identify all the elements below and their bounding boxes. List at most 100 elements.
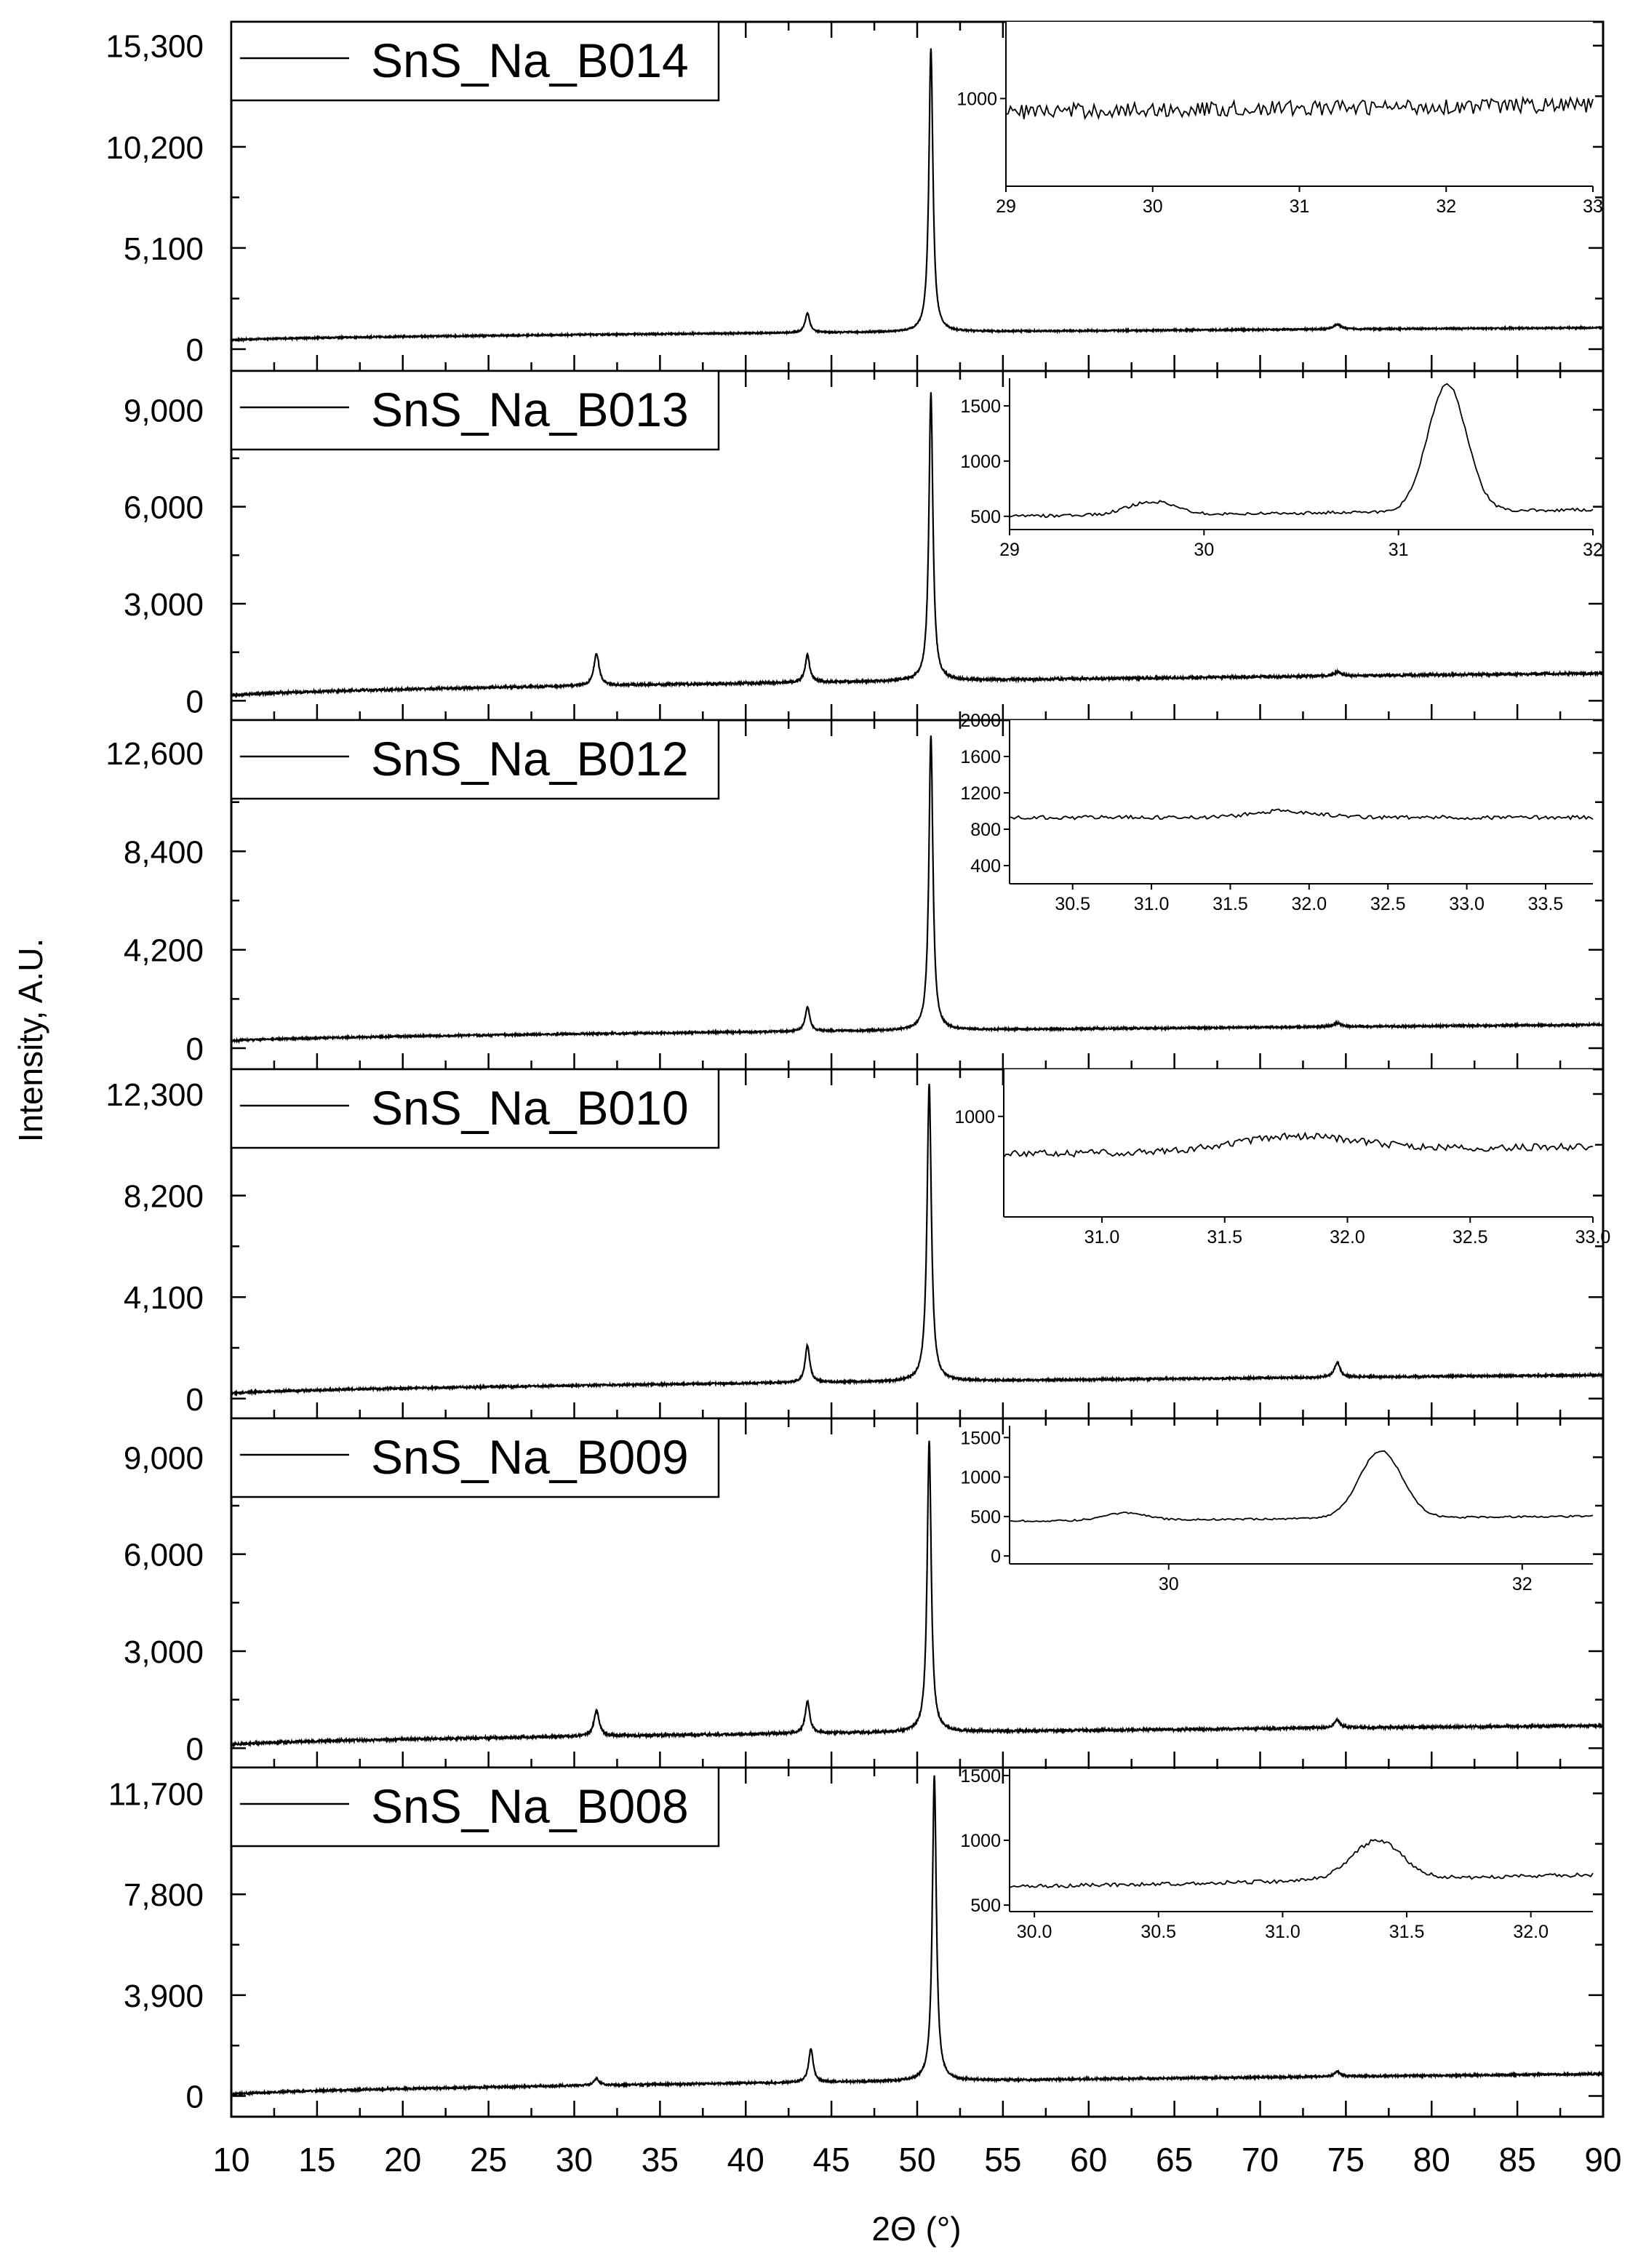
- x-tick-label: 90: [1584, 2141, 1621, 2179]
- x-tick-label: 75: [1327, 2141, 1365, 2179]
- inset-y-tick-label: 400: [970, 856, 1001, 877]
- legend-label: SnS_Na_B009: [371, 1430, 689, 1484]
- inset-y-tick-label: 1500: [960, 1766, 1001, 1786]
- x-tick-label: 25: [470, 2141, 507, 2179]
- inset-y-tick-label: 1500: [960, 396, 1001, 417]
- series-line: [230, 48, 1604, 343]
- legend-box: [230, 1766, 720, 1848]
- y-tick-label: 4,100: [124, 1280, 204, 1316]
- y-tick-label: 0: [186, 1031, 204, 1067]
- x-tick-label: 15: [298, 2141, 335, 2179]
- inset-y-tick-label: 500: [970, 1896, 1001, 1916]
- y-tick-label: 10,200: [105, 130, 204, 166]
- legend-box: [230, 370, 720, 451]
- shared-x-axis: 10 15 20 25 30 35 40 45 50 55 60 65 70 75 80 85 90: [212, 2141, 1621, 2179]
- y-tick-label: 0: [186, 1731, 204, 1767]
- y-tick-label: 5,100: [124, 231, 204, 267]
- inset-x-tick-label: 32.0: [1330, 1227, 1365, 1247]
- y-tick-label: 12,300: [105, 1077, 204, 1113]
- series-line: [231, 1083, 1604, 1397]
- inset-background: [1004, 1069, 1593, 1217]
- x-tick-label: 55: [984, 2141, 1021, 2179]
- inset-4: 31.0 31.5 32.0 32.5 33.0 1000: [954, 1069, 1610, 1247]
- panel-2: 0 3,000 6,000 9,000 SnS_Na_B013 29 30 31 32 500 10…: [124, 370, 1605, 722]
- inset-x-tick-label: 33: [1583, 196, 1603, 217]
- y-tick-label: 11,700: [108, 1777, 204, 1813]
- inset-x-tick-label: 30.5: [1055, 894, 1090, 914]
- y-tick-label: 9,000: [124, 393, 204, 428]
- inset-series-line: [1003, 1131, 1594, 1158]
- legend-box: [230, 1417, 720, 1498]
- y-tick-label: 7,800: [124, 1877, 204, 1913]
- inset-1: 29 30 31 32 33 1000: [956, 22, 1603, 217]
- inset-x-tick-label: 31.5: [1389, 1922, 1425, 1942]
- y-tick-label: 0: [186, 332, 204, 368]
- inset-background: [1006, 22, 1593, 186]
- series-line: [231, 392, 1604, 699]
- inset-x-tick-label: 30: [1159, 1574, 1179, 1594]
- y-tick-label: 4,200: [124, 933, 204, 969]
- inset-x-tick-label: 31.5: [1212, 894, 1248, 914]
- x-tick-label: 80: [1413, 2141, 1450, 2179]
- inset-x-tick-label: 30: [1143, 196, 1163, 217]
- legend-label: SnS_Na_B014: [371, 33, 689, 87]
- y-tick-label: 0: [186, 1382, 204, 1418]
- inset-6: 30.0 30.5 31.0 31.5 32.0 500 1000 1500: [960, 1766, 1594, 1942]
- y-tick-label: 0: [186, 2080, 204, 2115]
- inset-series-line: [1009, 808, 1594, 820]
- inset-y-tick-label: 1000: [954, 1107, 995, 1127]
- inset-x-tick-label: 32: [1436, 196, 1456, 217]
- inset-5: 30 32 0 500 1000 1500: [960, 1426, 1594, 1594]
- inset-x-tick-label: 32: [1583, 540, 1603, 560]
- inset-background: [1010, 1426, 1593, 1564]
- inset-background: [1010, 720, 1593, 884]
- legend-box: [230, 20, 720, 102]
- y-tick-label: 6,000: [124, 490, 204, 526]
- series-line: [230, 1775, 1605, 2099]
- legend-box: [230, 719, 720, 800]
- inset-x-tick-label: 32.5: [1453, 1227, 1488, 1247]
- inset-x-tick-label: 31: [1389, 540, 1409, 560]
- panel-6: 0 3,900 7,800 11,700 SnS_Na_B008 30.0 30.5 31.0…: [108, 1766, 1605, 2118]
- inset-series-line: [1009, 1839, 1594, 1889]
- x-tick-label: 10: [212, 2141, 249, 2179]
- y-tick-label: 15,300: [105, 29, 204, 65]
- inset-x-tick-label: 32: [1512, 1574, 1533, 1594]
- x-axis-label: 2Θ (°): [871, 2210, 961, 2248]
- x-tick-label: 65: [1156, 2141, 1193, 2179]
- inset-y-tick-label: 1600: [960, 747, 1001, 767]
- inset-series-line: [1009, 1450, 1594, 1522]
- x-tick-label: 45: [813, 2141, 850, 2179]
- inset-x-tick-label: 31: [1290, 196, 1310, 217]
- inset-y-tick-label: 2000: [960, 711, 1001, 731]
- panel-4: 0 4,100 8,200 12,300 SnS_Na_B010 31.0 31.5 32.0…: [105, 1068, 1610, 1420]
- inset-y-tick-label: 1000: [956, 89, 997, 109]
- inset-y-tick-label: 1000: [960, 452, 1001, 472]
- y-tick-label: 8,200: [124, 1179, 204, 1215]
- inset-x-tick-label: 32.0: [1292, 894, 1327, 914]
- panel-1: 0 5,100 10,200 15,300 SnS_Na_B014 29 30 31 32 33 1…: [105, 20, 1605, 372]
- inset-y-tick-label: 500: [970, 507, 1001, 527]
- inset-x-tick-label: 31.0: [1134, 894, 1170, 914]
- y-tick-label: 9,000: [124, 1440, 204, 1476]
- panel-5: 0 3,000 6,000 9,000 SnS_Na_B009 30 32 0 500 1000 1…: [124, 1417, 1605, 1769]
- inset-background: [1010, 1769, 1593, 1912]
- legend-label: SnS_Na_B008: [371, 1779, 689, 1833]
- x-tick-label: 85: [1499, 2141, 1536, 2179]
- inset-x-tick-label: 33.0: [1575, 1227, 1611, 1247]
- inset-y-tick-label: 1500: [960, 1428, 1001, 1448]
- inset-2: 29 30 31 32 500 1000 1500: [960, 378, 1603, 560]
- inset-series-line: [1005, 95, 1594, 120]
- legend-label: SnS_Na_B013: [371, 383, 689, 436]
- inset-y-tick-label: 800: [970, 820, 1001, 840]
- inset-3: 30.5 31.0 31.5 32.0 32.5 33.0 33.5 400 800 1200 16…: [960, 711, 1594, 914]
- x-tick-label: 20: [384, 2141, 421, 2179]
- legend-box: [230, 1068, 720, 1149]
- series-line: [231, 1440, 1605, 1748]
- inset-x-tick-label: 31.0: [1265, 1922, 1301, 1942]
- y-tick-label: 3,000: [124, 1634, 204, 1670]
- legend-label: SnS_Na_B010: [371, 1081, 689, 1135]
- inset-x-tick-label: 30: [1194, 540, 1214, 560]
- x-tick-label: 40: [727, 2141, 764, 2179]
